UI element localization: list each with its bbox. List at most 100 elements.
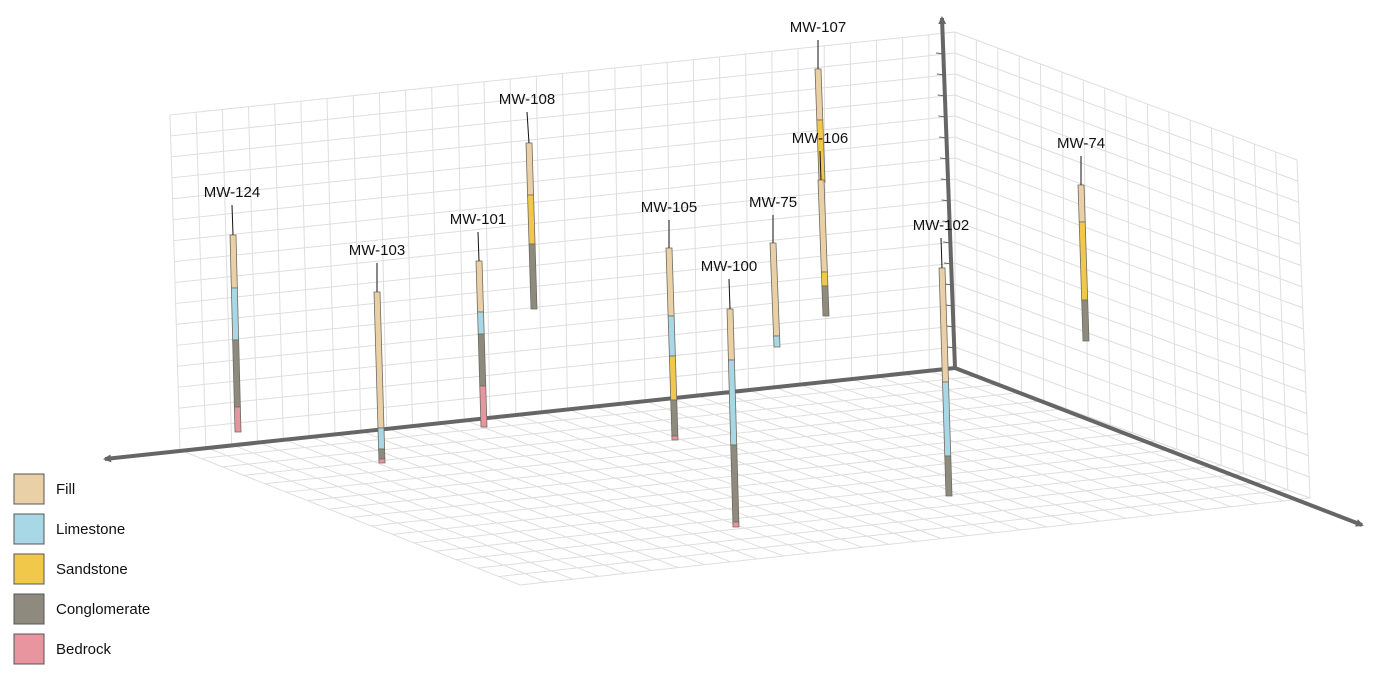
borehole: MW-74 — [1057, 135, 1105, 342]
borehole-segment — [479, 385, 488, 428]
side-wall-grid — [954, 31, 1311, 499]
grid-line — [179, 346, 956, 430]
borehole-segment — [229, 234, 238, 289]
borehole-segment — [732, 521, 740, 528]
legend-label: Conglomerate — [56, 601, 150, 618]
axis-tick — [941, 199, 950, 202]
leader-line — [819, 150, 822, 181]
borehole-segment — [373, 291, 385, 429]
grid-line — [169, 31, 956, 116]
borehole-segment — [727, 359, 738, 446]
grid-line — [954, 241, 1306, 372]
grid-line — [307, 416, 1089, 502]
leader-line — [526, 111, 530, 144]
borehole-segment — [527, 194, 536, 245]
borehole-segment — [665, 247, 675, 317]
grid-line — [954, 346, 1310, 478]
axis — [103, 366, 956, 463]
grid-line — [174, 178, 956, 263]
legend-swatch — [13, 473, 45, 505]
grid-line — [954, 304, 1308, 436]
grid-line — [171, 94, 956, 179]
grid-line — [171, 73, 956, 158]
axis-tick — [942, 220, 951, 223]
grid-line — [954, 115, 1301, 245]
borehole: MW-106 — [792, 130, 848, 317]
leader-line — [231, 204, 234, 236]
grid-line — [954, 325, 1309, 457]
grid-line — [434, 465, 1222, 552]
back-wall-grid — [169, 31, 956, 451]
grid-line — [954, 31, 1298, 161]
borehole-segment — [525, 142, 534, 196]
borehole-segment — [773, 335, 781, 348]
grid-line — [178, 304, 956, 388]
grid-line — [954, 178, 1303, 309]
axis-tick — [940, 178, 949, 181]
axis — [954, 366, 1364, 527]
grid-line — [954, 136, 1302, 267]
borehole-segment — [230, 287, 240, 341]
borehole-segment — [475, 260, 484, 313]
grid-line — [954, 52, 1298, 182]
grid-line — [954, 94, 1300, 224]
legend-label: Bedrock — [56, 641, 112, 658]
grid-line — [456, 473, 1244, 561]
legend-swatch — [13, 593, 45, 625]
axis — [938, 16, 957, 369]
grid-line — [371, 440, 1155, 527]
borehole-segment — [477, 311, 485, 335]
legend-swatch — [13, 633, 45, 665]
borehole-segment — [817, 179, 828, 273]
grid-line — [954, 262, 1307, 393]
well-label: MW-105 — [641, 199, 697, 216]
axis-tick — [937, 94, 946, 97]
borehole-segment — [814, 68, 824, 121]
grid-line — [170, 52, 956, 137]
borehole: MW-108 — [499, 91, 555, 310]
borehole-segment — [821, 285, 830, 317]
grid-line — [954, 157, 1303, 288]
grid-line — [328, 424, 1111, 510]
floor-grid — [179, 367, 1311, 586]
borehole-segment — [671, 435, 679, 441]
borehole-segment — [667, 315, 676, 357]
leader-line — [940, 237, 943, 269]
axis-tick — [944, 283, 953, 286]
grid-line — [954, 220, 1305, 351]
well-label: MW-108 — [499, 91, 555, 108]
borehole-segment — [769, 242, 780, 337]
borehole: MW-103 — [349, 242, 405, 464]
axis-tick — [935, 52, 945, 55]
borehole-segment — [1077, 184, 1086, 223]
borehole-segment — [820, 271, 829, 287]
grid-line — [173, 136, 956, 221]
borehole-segment — [232, 339, 241, 408]
borehole: MW-75 — [749, 194, 797, 348]
borehole: MW-100 — [701, 258, 757, 528]
grid-line — [392, 448, 1177, 535]
legend-label: Sandstone — [56, 561, 128, 578]
borehole: MW-107 — [790, 19, 846, 183]
axis-tick — [946, 325, 955, 328]
legend-swatch — [13, 513, 45, 545]
well-label: MW-74 — [1057, 135, 1105, 152]
legend-label: Fill — [56, 481, 75, 498]
borehole-segment — [378, 458, 386, 464]
legend-swatch — [13, 553, 45, 585]
borehole-segment — [942, 381, 952, 457]
grid-line — [413, 456, 1200, 544]
grid-line — [243, 391, 1022, 476]
axis-tick — [943, 262, 953, 265]
well-label: MW-100 — [701, 258, 757, 275]
well-label: MW-106 — [792, 130, 848, 147]
grid-line — [519, 497, 1311, 586]
borehole: MW-101 — [450, 211, 506, 428]
grid-line — [286, 408, 1066, 493]
axis-tick — [945, 304, 954, 307]
borehole-segment — [816, 119, 826, 183]
borehole-segment — [668, 355, 678, 401]
grid-line — [477, 481, 1266, 569]
grid-line — [178, 325, 956, 409]
